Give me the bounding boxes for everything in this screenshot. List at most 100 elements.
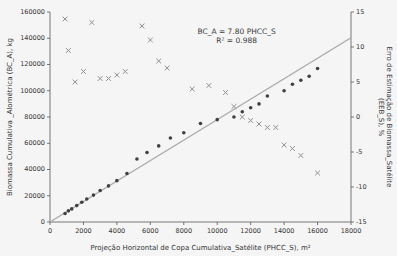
y-tick bbox=[47, 169, 50, 170]
dot-point bbox=[249, 106, 253, 110]
cross-point bbox=[282, 143, 287, 148]
x-tick bbox=[83, 222, 84, 225]
y-tick bbox=[47, 38, 50, 39]
dot-point bbox=[75, 204, 79, 208]
dot-point bbox=[157, 144, 161, 148]
y-tick-label: 140000 bbox=[20, 34, 45, 42]
cross-point bbox=[89, 20, 94, 25]
y2-tick-label: -15 bbox=[356, 218, 367, 226]
dot-point bbox=[232, 115, 236, 119]
dot-point bbox=[169, 136, 173, 140]
x-axis-line bbox=[50, 222, 351, 223]
series bbox=[63, 67, 319, 216]
dot-point bbox=[257, 102, 261, 106]
dot-point bbox=[241, 110, 245, 114]
dot-point bbox=[67, 209, 71, 213]
dot-point bbox=[307, 75, 311, 79]
dot-point bbox=[316, 67, 320, 71]
y-tick bbox=[47, 64, 50, 65]
cross-point bbox=[223, 90, 228, 95]
dot-point bbox=[98, 189, 102, 193]
annotation-line: BC_A = 7.80 PHCC_S bbox=[197, 27, 276, 36]
x-tick-label: 18000 bbox=[341, 227, 362, 235]
x-tick-label: 0 bbox=[48, 227, 52, 235]
cross-point bbox=[240, 115, 245, 120]
dot-point bbox=[107, 184, 111, 188]
dot-point bbox=[63, 212, 67, 216]
y2-tick-label: 15 bbox=[356, 8, 364, 16]
cross-point bbox=[66, 48, 71, 53]
y2-tick bbox=[351, 187, 354, 188]
y2-tick bbox=[351, 47, 354, 48]
y2-tick bbox=[351, 12, 354, 13]
y-tick bbox=[47, 222, 50, 223]
cross-point bbox=[248, 118, 253, 123]
cross-point bbox=[123, 69, 128, 74]
cross-point bbox=[106, 76, 111, 81]
x-tick bbox=[250, 222, 251, 225]
y-tick bbox=[47, 143, 50, 144]
dot-point bbox=[199, 122, 203, 126]
axes: 0200040006000800010000120001400016000180… bbox=[20, 8, 366, 235]
chart: 0200040006000800010000120001400016000180… bbox=[0, 0, 397, 256]
x-tick bbox=[116, 222, 117, 225]
dot-point bbox=[299, 78, 303, 82]
cross-point bbox=[156, 59, 161, 64]
x-tick-label: 8000 bbox=[176, 227, 193, 235]
x-tick bbox=[50, 222, 51, 225]
y-tick bbox=[47, 90, 50, 91]
cross-point bbox=[190, 87, 195, 92]
cross-point bbox=[165, 66, 170, 71]
y-tick bbox=[47, 195, 50, 196]
series bbox=[63, 17, 320, 176]
cross-point bbox=[206, 83, 211, 88]
cross-point bbox=[81, 69, 86, 74]
y-tick bbox=[47, 117, 50, 118]
cross-point bbox=[114, 73, 119, 78]
x-tick-label: 10000 bbox=[207, 227, 228, 235]
x-tick bbox=[284, 222, 285, 225]
cross-point bbox=[140, 24, 145, 29]
cross-point bbox=[98, 76, 103, 81]
y2-tick-label: 0 bbox=[356, 113, 360, 121]
x-tick-label: 14000 bbox=[274, 227, 295, 235]
cross-point bbox=[63, 17, 68, 22]
x-tick bbox=[317, 222, 318, 225]
annotation: BC_A = 7.80 PHCC_SR² = 0.988 bbox=[197, 27, 276, 46]
dot-point bbox=[92, 193, 96, 197]
y2-tick bbox=[351, 82, 354, 83]
y2-tick-label: -5 bbox=[356, 148, 362, 156]
dot-point bbox=[182, 131, 186, 135]
dot-point bbox=[215, 118, 219, 122]
cross-point bbox=[298, 153, 303, 158]
series bbox=[50, 38, 351, 222]
y-tick-label: 160000 bbox=[20, 8, 45, 16]
y-tick-label: 120000 bbox=[20, 60, 45, 68]
dot-point bbox=[291, 82, 295, 86]
dot-point bbox=[85, 197, 89, 201]
y-tick-label: 40000 bbox=[24, 165, 45, 173]
dot-point bbox=[266, 94, 270, 98]
y2-tick bbox=[351, 222, 354, 223]
background bbox=[0, 0, 397, 256]
x-tick bbox=[217, 222, 218, 225]
y-axis-label: Biomassa Cumulativa _Alométrica (BC_A), … bbox=[6, 38, 14, 196]
x-tick-label: 6000 bbox=[142, 227, 159, 235]
dot-point bbox=[145, 151, 149, 155]
y2-tick-label: -10 bbox=[356, 183, 367, 191]
cross-point bbox=[148, 38, 153, 43]
x-tick-label: 12000 bbox=[240, 227, 261, 235]
x-tick-label: 16000 bbox=[307, 227, 328, 235]
y-tick-label: 80000 bbox=[24, 113, 45, 121]
x-tick bbox=[150, 222, 151, 225]
annotation-line: R² = 0.988 bbox=[216, 36, 257, 45]
x-tick bbox=[351, 222, 352, 225]
x-axis-label: Projeção Horizontal de Copa Cumulativa_S… bbox=[90, 244, 310, 252]
y-tick bbox=[47, 12, 50, 13]
y2-tick-label: 10 bbox=[356, 43, 364, 51]
cross-point bbox=[232, 104, 237, 109]
y2-axis-label-line: Erro de Estimação de Biomassa_Satélite bbox=[385, 47, 393, 188]
cross-point bbox=[290, 146, 295, 151]
cross-point bbox=[73, 80, 78, 85]
x-tick-label: 4000 bbox=[109, 227, 126, 235]
